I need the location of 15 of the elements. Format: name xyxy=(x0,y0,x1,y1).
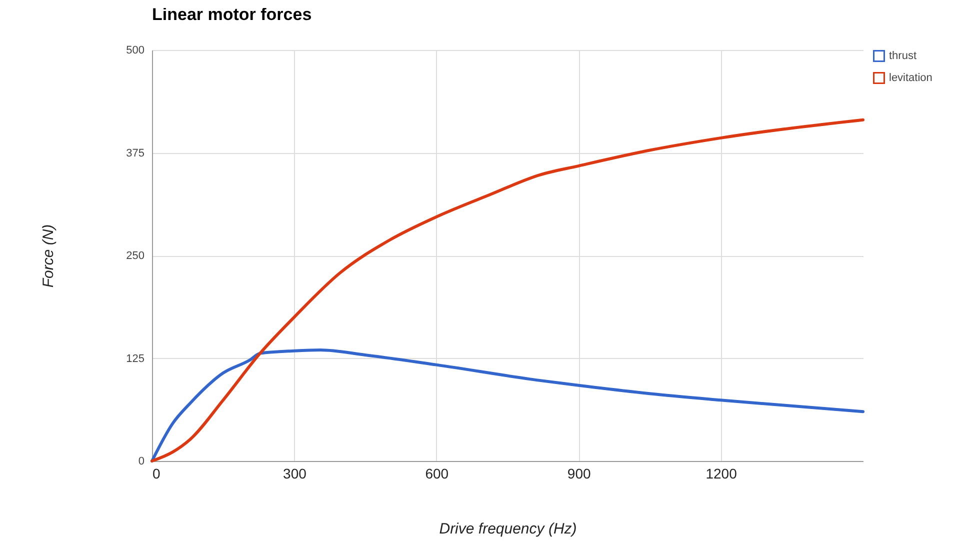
y-tick-label: 500 xyxy=(126,44,144,56)
y-tick-label: 125 xyxy=(126,352,144,365)
legend-label: levitation xyxy=(889,72,932,84)
x-tick-label: 0 xyxy=(152,466,160,482)
x-tick-label: 1200 xyxy=(706,466,738,482)
y-axis-title: Force (N) xyxy=(40,224,58,288)
x-axis-title: Drive frequency (Hz) xyxy=(439,520,577,538)
legend-label: thrust xyxy=(889,50,917,62)
x-tick-label: 900 xyxy=(567,466,591,482)
x-tick-label: 300 xyxy=(283,466,307,482)
y-tick-label: 375 xyxy=(126,147,144,160)
y-tick-label: 250 xyxy=(126,250,144,262)
chart-title: Linear motor forces xyxy=(152,5,312,24)
x-tick-label: 600 xyxy=(425,466,449,482)
y-tick-label: 0 xyxy=(138,456,144,468)
